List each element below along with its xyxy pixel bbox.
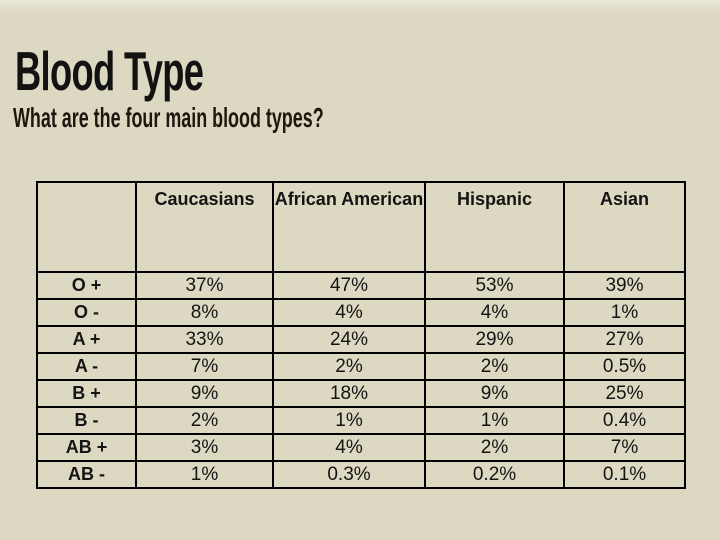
data-cell: 2% xyxy=(424,352,565,381)
page-subtitle: What are the four main blood types? xyxy=(13,102,324,133)
data-cell: 18% xyxy=(272,379,426,408)
data-cell: 4% xyxy=(424,298,565,327)
table-row: O - 8% 4% 4% 1% xyxy=(36,298,686,327)
data-cell: 9% xyxy=(135,379,274,408)
blood-type-table: Caucasians African American Hispanic Asi… xyxy=(36,181,686,489)
row-label-a-pos: A + xyxy=(36,325,137,354)
data-cell: 8% xyxy=(135,298,274,327)
data-cell: 4% xyxy=(272,298,426,327)
table-row: B - 2% 1% 1% 0.4% xyxy=(36,406,686,435)
row-label-o-neg: O - xyxy=(36,298,137,327)
data-cell: 24% xyxy=(272,325,426,354)
row-label-b-neg: B - xyxy=(36,406,137,435)
table-row: A + 33% 24% 29% 27% xyxy=(36,325,686,354)
data-cell: 1% xyxy=(563,298,686,327)
data-cell: 9% xyxy=(424,379,565,408)
row-label-ab-pos: AB + xyxy=(36,433,137,462)
data-cell: 3% xyxy=(135,433,274,462)
header-cell-empty xyxy=(36,181,137,273)
header-cell-caucasians: Caucasians xyxy=(135,181,274,273)
data-cell: 0.1% xyxy=(563,460,686,489)
data-cell: 47% xyxy=(272,271,426,300)
row-label-o-pos: O + xyxy=(36,271,137,300)
data-cell: 0.2% xyxy=(424,460,565,489)
data-cell: 37% xyxy=(135,271,274,300)
table-row: A - 7% 2% 2% 0.5% xyxy=(36,352,686,381)
data-cell: 0.4% xyxy=(563,406,686,435)
data-cell: 7% xyxy=(135,352,274,381)
header-cell-hispanic: Hispanic xyxy=(424,181,565,273)
data-cell: 2% xyxy=(272,352,426,381)
data-cell: 25% xyxy=(563,379,686,408)
data-cell: 2% xyxy=(135,406,274,435)
header-cell-african-american: African American xyxy=(272,181,426,273)
data-cell: 1% xyxy=(135,460,274,489)
data-cell: 1% xyxy=(272,406,426,435)
data-cell: 39% xyxy=(563,271,686,300)
data-cell: 2% xyxy=(424,433,565,462)
table-row: AB - 1% 0.3% 0.2% 0.1% xyxy=(36,460,686,489)
page-title: Blood Type xyxy=(15,40,204,102)
data-cell: 53% xyxy=(424,271,565,300)
table-row: O + 37% 47% 53% 39% xyxy=(36,271,686,300)
data-cell: 27% xyxy=(563,325,686,354)
table-row: AB + 3% 4% 2% 7% xyxy=(36,433,686,462)
row-label-a-neg: A - xyxy=(36,352,137,381)
data-cell: 4% xyxy=(272,433,426,462)
row-label-b-pos: B + xyxy=(36,379,137,408)
data-cell: 1% xyxy=(424,406,565,435)
data-cell: 29% xyxy=(424,325,565,354)
table-header-row: Caucasians African American Hispanic Asi… xyxy=(36,181,686,273)
data-cell: 33% xyxy=(135,325,274,354)
table-row: B + 9% 18% 9% 25% xyxy=(36,379,686,408)
row-label-ab-neg: AB - xyxy=(36,460,137,489)
data-cell: 0.3% xyxy=(272,460,426,489)
data-cell: 0.5% xyxy=(563,352,686,381)
data-cell: 7% xyxy=(563,433,686,462)
header-cell-asian: Asian xyxy=(563,181,686,273)
